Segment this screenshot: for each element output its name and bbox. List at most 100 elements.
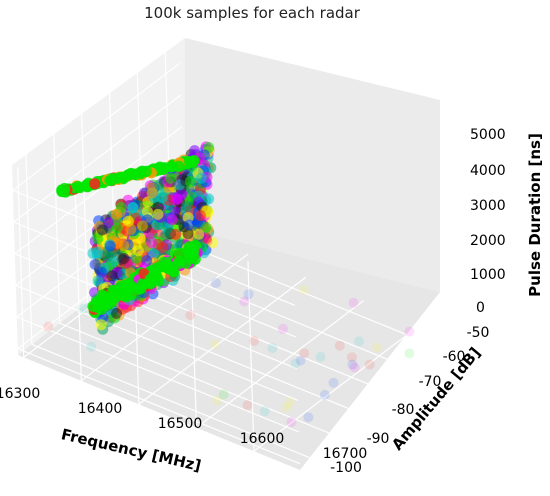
main-sheet-point [148,247,160,259]
outlier-point [315,351,326,362]
y-tick-label: -50 [467,325,490,341]
back-grid-line [14,253,298,370]
outlier-point [242,400,253,411]
outlier-point [218,389,229,400]
main-sheet-point [195,172,207,184]
y-tick-label: -70 [419,374,442,390]
upper-spike-point [154,164,166,176]
y-tick-label: -80 [392,402,415,418]
main-sheet-point [89,258,101,270]
main-sheet-point [111,307,122,319]
back-grid-line [16,316,300,433]
main-sheet-point [193,228,205,240]
main-sheet-point [102,251,114,262]
side-grid-line [80,112,89,303]
outlier-point [364,359,375,370]
x-tick-label: 16600 [240,431,285,447]
main-sheet-point [125,223,137,235]
main-sheet-point [104,240,116,252]
outlier-point [328,377,339,388]
floor-grid-line [59,322,342,439]
main-sheet-point [118,240,130,251]
outlier-point [319,389,330,400]
back-grid-line [17,348,301,465]
lower-spike-point [93,297,105,309]
outlier-point [334,340,345,351]
outlier-point [290,358,301,369]
main-sheet-point [92,233,104,245]
floor-grid-line [115,280,398,397]
outlier-point [43,321,54,332]
main-sheet-point [132,245,144,257]
outlier-point [243,289,254,300]
main-sheet-point [156,241,168,253]
outlier-point [249,336,259,346]
main-sheet-point [96,224,108,236]
side-grid-line [53,133,61,324]
outlier-point [404,348,415,359]
outlier-point [346,352,357,363]
outlier-point [267,343,278,354]
side-grid-line [14,126,183,255]
main-sheet-point [152,208,164,220]
lower-spike-point [144,274,156,285]
outlier-point [303,412,314,423]
main-sheet-point [181,200,193,212]
outlier-point [299,348,310,359]
main-sheet-point [165,172,176,184]
main-sheet-point [95,319,107,331]
chart-title: 100k samples for each radar [144,4,361,22]
back-grid-line [15,284,299,401]
x-tick-label: 16300 [0,386,40,402]
upper-spike-point [89,178,101,190]
outlier-point [185,310,196,321]
main-sheet-point [184,176,196,187]
x-tick-label: 16700 [323,446,368,462]
main-sheet-point [138,187,150,199]
upper-spike-point [123,169,135,181]
lower-spike-point [128,282,140,294]
x-axis-ticks: 16300 16400 16500 16600 16700 [0,386,367,462]
upper-spike-point [166,161,178,173]
z-tick-label: 5000 [470,127,506,143]
main-sheet-point [166,214,178,226]
main-sheet-point [156,192,168,204]
outlier-point [372,342,383,353]
floor-grid-line [170,238,454,355]
y-axis-label: Amplitude [dB] [388,344,484,454]
z-axis-label: Pulse Duration [ns] [526,133,544,297]
main-sheet-point [145,237,157,248]
main-sheet-point [170,228,182,240]
outlier-point [354,336,364,347]
outlier-point [285,397,295,408]
main-sheet-point [96,266,107,278]
floor-grid-line [196,300,364,429]
z-tick-label: 3000 [470,198,506,214]
lower-spike-point [188,245,200,257]
main-sheet-point [146,187,158,199]
main-sheet-point [106,270,118,282]
outlier-point [78,303,88,314]
main-sheet-point [92,275,104,287]
outlier-point [211,395,222,406]
main-sheet-point [111,208,122,220]
upper-spike-point [140,165,152,177]
upper-spike-point [58,186,70,198]
floor-grid-line [253,323,422,452]
floor-grid-line [143,259,426,376]
outlier-point [404,326,415,337]
outlier-point [86,341,97,352]
outlier-point [348,297,359,308]
outlier-point [259,406,270,417]
outlier-point [349,362,360,373]
outlier-point [347,359,358,370]
side-grid-line [13,94,182,223]
y-tick-label: -90 [367,431,390,447]
outlier-point [281,402,292,413]
outlier-point [211,278,221,288]
z-tick-label: 4000 [470,163,506,179]
upper-spike-point [112,172,124,184]
back-grid-line [74,190,82,381]
main-sheet-point [111,222,123,234]
